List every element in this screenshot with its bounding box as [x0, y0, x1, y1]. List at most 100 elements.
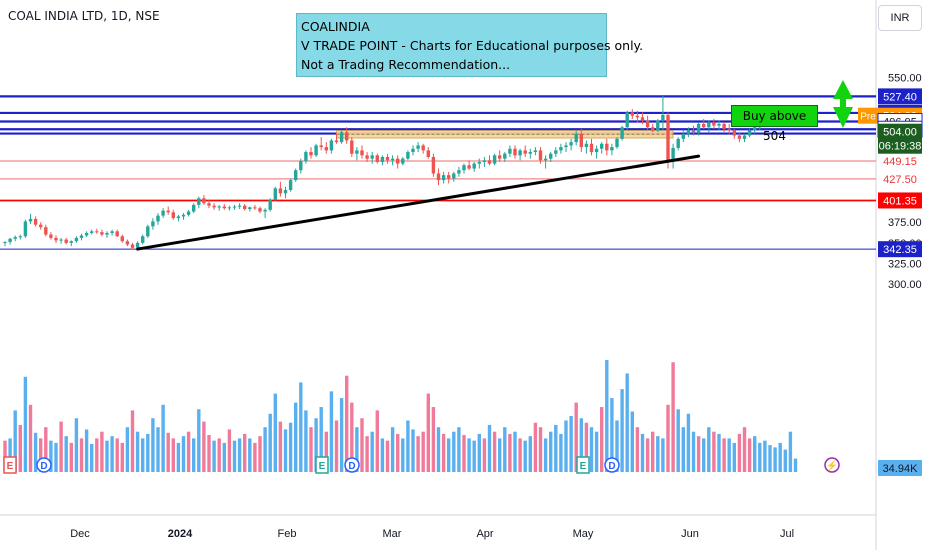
time-tick-label: May	[573, 528, 594, 540]
volume-bar	[253, 442, 257, 472]
volume-bar	[100, 431, 104, 472]
candle-body	[268, 199, 272, 210]
volume-bar	[436, 427, 441, 472]
volume-bar	[717, 433, 721, 472]
candle-body	[49, 234, 53, 238]
candle-body	[487, 160, 492, 164]
trendline-segment	[136, 154, 701, 251]
candle-body	[288, 180, 293, 191]
candle-body	[508, 148, 512, 154]
candle-body	[360, 150, 364, 156]
annotation-note[interactable]: COALINDIA V TRADE POINT - Charts for Edu…	[296, 13, 643, 77]
volume-bar	[54, 442, 58, 472]
candlesticks	[3, 95, 782, 250]
candle-body	[339, 132, 344, 143]
volume-bar	[263, 427, 267, 472]
candle-body	[441, 175, 446, 181]
price-tag	[878, 170, 922, 187]
volume-bar	[788, 431, 793, 472]
candle-body	[350, 140, 354, 154]
volume-bar	[192, 438, 196, 472]
candle-body	[156, 215, 160, 222]
volume-bar	[441, 433, 446, 472]
volume-bar	[778, 442, 782, 472]
volume-bar	[584, 422, 589, 472]
time-tick-label: Jun	[681, 528, 699, 540]
volume-bar	[207, 435, 211, 472]
dividend-icon	[344, 457, 360, 473]
split-icon	[824, 457, 840, 473]
volume-bar	[227, 429, 232, 472]
candle-body	[345, 132, 349, 141]
volume-bar	[355, 427, 359, 472]
price-tag-label: 449.15	[883, 156, 917, 168]
volume-bar	[462, 435, 466, 472]
volume-bar	[574, 402, 578, 472]
candle-body	[105, 232, 109, 235]
volume-bar	[661, 438, 665, 472]
candle-body	[538, 150, 543, 161]
volume-bar	[559, 433, 563, 472]
volume-bar	[345, 375, 349, 472]
volume-bar	[380, 438, 385, 472]
volume-bar	[503, 427, 507, 472]
candle-body	[263, 209, 267, 212]
volume-bar	[426, 393, 430, 472]
volume-bar	[217, 438, 221, 472]
candle-body	[436, 173, 441, 181]
candle-body	[370, 155, 374, 159]
volume-bar	[319, 407, 323, 472]
volume-bar	[329, 391, 334, 472]
volume-bar	[64, 436, 68, 472]
candle-body	[401, 158, 405, 164]
candle-body	[176, 216, 181, 219]
time-axis: Dec 2024 Feb Mar Apr May Jun Jul	[70, 528, 794, 540]
volume-bar	[278, 421, 283, 472]
candle-body	[258, 208, 262, 212]
pre-market-label: Pre	[860, 112, 876, 123]
volume-bar	[360, 418, 364, 472]
volume-bar	[431, 407, 436, 472]
candle-body	[477, 161, 481, 164]
candle-body	[161, 210, 165, 216]
volume-bar	[105, 440, 109, 472]
volume-bar	[110, 436, 114, 472]
candle-body	[248, 207, 252, 210]
dividend-icon	[36, 457, 52, 473]
volume-bar	[758, 442, 762, 472]
event-markers: E D E D E D ⚡	[3, 456, 840, 474]
candle-body	[84, 232, 89, 236]
candle-body	[212, 205, 216, 208]
volume-tag	[878, 460, 922, 476]
volume-bar	[656, 436, 660, 472]
note-line-3: Not a Trading Recommendation...	[301, 57, 511, 72]
volume-bar	[294, 402, 298, 472]
candle-body	[594, 148, 599, 153]
volume-bar	[722, 438, 726, 472]
candle-body	[549, 153, 553, 159]
volume-bar	[401, 438, 405, 472]
dividend-icon	[604, 457, 620, 473]
event-marker-label: E	[7, 461, 14, 472]
candle-body	[747, 130, 752, 136]
volume-bar	[783, 449, 787, 472]
currency-button[interactable]: INR	[878, 5, 922, 31]
buy-above-label[interactable]: Buy above 504	[731, 105, 818, 143]
volume-bar	[620, 389, 624, 472]
last-price-label: 504.00	[883, 127, 917, 139]
volume-bar	[594, 431, 599, 472]
candle-body	[640, 117, 645, 121]
volume-bar	[411, 429, 415, 472]
volume-bar	[115, 438, 119, 472]
candle-body	[120, 236, 124, 242]
volume-bar	[452, 431, 456, 472]
volume-bar	[421, 431, 425, 472]
candle-body	[656, 120, 660, 131]
volume-bar	[564, 420, 568, 472]
volume-bar	[156, 427, 160, 472]
volume-bar	[39, 438, 43, 472]
time-tick-label: Apr	[476, 528, 493, 540]
